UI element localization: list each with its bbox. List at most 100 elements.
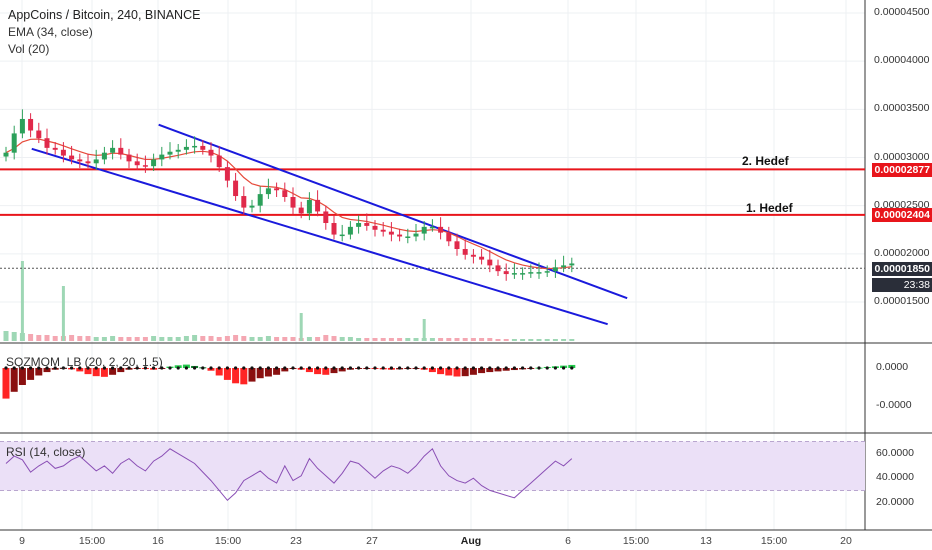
time-tick-label: 15:00 [622, 535, 650, 547]
squeeze-dot [316, 366, 320, 370]
squeeze-dot [61, 366, 65, 370]
volume-bar [405, 338, 411, 341]
squeeze-dot [455, 366, 459, 370]
candle-body [265, 188, 271, 195]
squeeze-dot [217, 366, 221, 370]
price-tick-label: 0.00002000 [874, 246, 930, 259]
squeeze-dot [373, 366, 377, 370]
volume-bar [306, 337, 312, 341]
volume-bar [257, 337, 263, 341]
candle-body [60, 149, 66, 156]
volume-bar [561, 339, 567, 341]
momentum-bar [478, 368, 486, 374]
volume-bar [151, 336, 157, 341]
squeeze-dot [447, 366, 451, 370]
volume-bar [274, 337, 280, 341]
sqz-tick-label: -0.0000 [876, 399, 912, 411]
sqz-legend[interactable]: SQZMOM_LB (20, 2, 20, 1.5) [6, 355, 163, 369]
candle-body [282, 190, 288, 197]
target-2-label: 2. Hedef [742, 154, 789, 168]
time-tick-label: 15:00 [78, 535, 106, 547]
momentum-bar [240, 368, 248, 385]
volume-bar [265, 336, 271, 341]
time-tick-label: 20 [840, 535, 852, 547]
momentum-bar [445, 368, 453, 376]
symbol-title[interactable]: AppCoins / Bitcoin, 240, BINANCE [8, 8, 201, 22]
candle-body [405, 236, 411, 238]
volume-bar [110, 336, 116, 341]
candle-body [429, 226, 435, 229]
volume-bar [208, 336, 214, 341]
volume-bar [315, 337, 321, 341]
momentum-bar [437, 368, 445, 375]
squeeze-dot [348, 366, 352, 370]
squeeze-dot [562, 366, 566, 370]
squeeze-dot [12, 366, 16, 370]
candle-body [241, 196, 247, 208]
squeeze-dot [143, 366, 147, 370]
momentum-bar [18, 368, 26, 385]
volume-bar [388, 338, 394, 341]
volume-bar [249, 337, 255, 341]
momentum-bar [223, 368, 231, 380]
volume-bar [454, 338, 460, 341]
volume-bar [372, 338, 378, 341]
volume-legend[interactable]: Vol (20) [8, 42, 50, 56]
squeeze-dot [176, 366, 180, 370]
momentum-bar [27, 368, 35, 380]
squeeze-dot [398, 366, 402, 370]
candle-body [421, 226, 427, 234]
price-tick-label: 0.00004000 [874, 54, 930, 67]
volume-bar [339, 337, 345, 341]
candle-body [438, 226, 444, 233]
volume-spike [422, 319, 426, 341]
volume-bar [511, 339, 517, 341]
squeeze-dot [480, 366, 484, 370]
momentum-bar [2, 368, 10, 399]
volume-bar [101, 337, 107, 341]
candle-body [487, 259, 493, 266]
momentum-bar [232, 368, 240, 384]
squeeze-dot [78, 366, 82, 370]
momentum-bar [453, 368, 461, 377]
momentum-bar [305, 368, 313, 373]
candle-body [569, 263, 575, 266]
volume-bar [520, 339, 526, 341]
rsi-tick-label: 20.0000 [876, 495, 914, 508]
squeeze-dot [291, 366, 295, 370]
squeeze-dot [537, 366, 541, 370]
squeeze-dot [324, 366, 328, 370]
rsi-legend[interactable]: RSI (14, close) [6, 445, 86, 459]
volume-bar [142, 337, 148, 341]
squeeze-dot [553, 366, 558, 370]
volume-bar [28, 334, 34, 341]
momentum-bar [117, 368, 125, 373]
momentum-bar [84, 368, 92, 375]
chart-legend: AppCoins / Bitcoin, 240, BINANCE EMA (34… [8, 7, 200, 58]
squeeze-dot [119, 366, 123, 370]
candle-body [134, 161, 140, 166]
squeeze-dot [234, 366, 238, 370]
volume-bar [438, 338, 444, 341]
momentum-bar [486, 368, 494, 373]
volume-bar [3, 331, 9, 341]
squeeze-dot [504, 366, 508, 370]
squeeze-dot [242, 366, 246, 370]
squeeze-dot [266, 366, 270, 370]
target-2-price-badge: 0.00002877 [872, 163, 932, 177]
channel-upper-line [158, 123, 628, 300]
squeeze-dot [193, 366, 197, 370]
volume-bar [552, 339, 558, 341]
candle-body [306, 199, 312, 214]
current-price-badge: 0.00001850 [872, 262, 932, 276]
momentum-bar [322, 368, 330, 375]
candle-body [110, 147, 116, 153]
candle-body [479, 256, 485, 260]
momentum-bar [109, 368, 117, 375]
candle-body [151, 159, 157, 167]
squeeze-dot [20, 366, 24, 370]
ema-legend[interactable]: EMA (34, close) [8, 25, 93, 39]
volume-bar [167, 337, 173, 341]
squeeze-dot [275, 366, 279, 370]
